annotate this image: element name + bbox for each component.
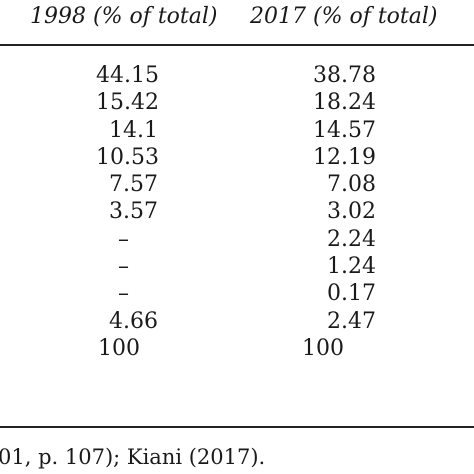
- table-cell-1998: 7.57: [109, 172, 158, 198]
- total-cell-1998: 100: [98, 335, 140, 361]
- header-rule: [0, 44, 474, 46]
- column-2017-values: 38.78 18.24 14.57 12.19 7.08 3.02 2.24 1…: [300, 62, 376, 362]
- table-cell-1998: 44.15: [96, 63, 159, 88]
- table-cell-2017: 1.24: [327, 254, 376, 280]
- table-cell-2017: 7.08: [327, 172, 376, 198]
- table-cell-1998: –: [118, 226, 129, 252]
- total-cell-2017: 100: [302, 335, 344, 361]
- table-cell-2017: 0.17: [327, 281, 376, 307]
- column-header-2017: 2017 (% of total): [250, 4, 438, 29]
- column-header-1998: 1998 (% of total): [30, 4, 218, 29]
- table-cell-2017: 3.02: [327, 199, 376, 225]
- table-cell-1998: 14.1: [109, 117, 158, 143]
- table-cell-2017: 2.24: [327, 226, 376, 252]
- table-cell-1998: –: [118, 281, 129, 307]
- table-cell-1998: –: [118, 254, 129, 280]
- footer-rule: [0, 426, 474, 428]
- table-cell-2017: 12.19: [313, 144, 376, 170]
- source-note: 01, p. 107); Kiani (2017).: [0, 445, 266, 469]
- table-cell-2017: 14.57: [313, 117, 376, 143]
- table-cell-2017: 2.47: [327, 308, 376, 334]
- table-cell-2017: 18.24: [313, 90, 376, 116]
- table-cell-1998: 10.53: [96, 144, 159, 170]
- table-cell-1998: 3.57: [109, 199, 158, 225]
- table-cell-2017: 38.78: [313, 63, 376, 88]
- table-cell-1998: 4.66: [109, 308, 158, 334]
- table-cell-1998: 15.42: [96, 90, 159, 116]
- column-1998-values: 44.15 15.42 14.1 10.53 7.57 3.57 – – – 4…: [96, 62, 159, 362]
